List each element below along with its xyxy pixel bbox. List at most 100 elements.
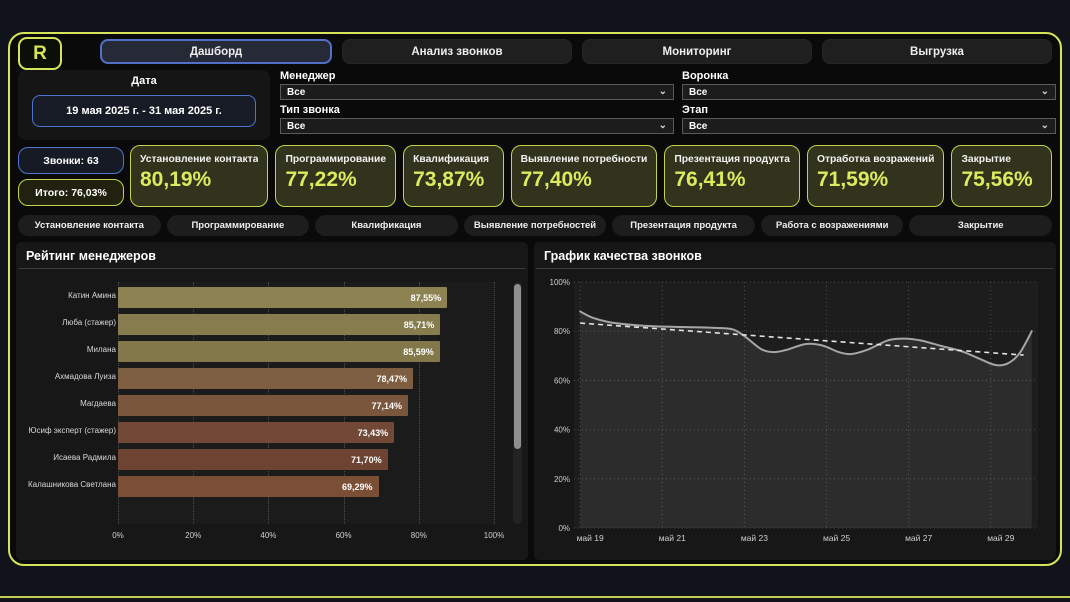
scrollbar-thumb[interactable] <box>514 284 521 449</box>
manager-rating-chart-panel: Рейтинг менеджеров 0% 20% 40% 60% 80% 100% Кат… <box>16 242 528 560</box>
manager-filter-label: Менеджер <box>280 70 336 82</box>
call-type-select-value: Все <box>287 120 306 132</box>
call-type-select[interactable]: Все ⌄ <box>280 118 674 134</box>
kpi-card-value: 76,41% <box>674 168 746 191</box>
bar-manager-0[interactable]: 87,55% <box>118 287 448 308</box>
stage-tabs-row: Установление контакта Программирование Ква… <box>18 215 1053 236</box>
kpi-card-1[interactable]: Программирование 77,22% <box>275 145 397 207</box>
kpi-card-value: 71,59% <box>816 168 889 191</box>
quality-area-fill <box>580 311 1032 528</box>
stage-tab-3[interactable]: Выявление потребностей <box>463 215 607 236</box>
manager-name: Катин Амина <box>68 291 116 300</box>
call-quality-line-chart: 0% 20% 40% 60% 80% 100% май 19 май 21 май 23 май … <box>550 278 1038 543</box>
x-axis-tick-label: 60% <box>335 531 352 540</box>
bar-value-label: 78,47% <box>376 373 408 384</box>
y-axis-tick-label: 100% <box>550 278 570 287</box>
bar-manager-3[interactable]: 78,47% <box>118 368 414 389</box>
calls-count-badge[interactable]: Звонки: 63 <box>18 147 124 174</box>
stage-tab-1[interactable]: Программирование <box>166 215 310 236</box>
calls-count-text: Звонки: 63 <box>43 154 99 167</box>
date-filter-card: Дата 19 мая 2025 г. - 31 мая 2025 г. <box>18 70 270 140</box>
bar-value-label: 71,70% <box>351 454 382 465</box>
chevron-down-icon: ⌄ <box>1040 86 1049 97</box>
kpi-card-label: Установление контакта <box>140 154 259 165</box>
nav-tab-3[interactable]: Выгрузка <box>822 39 1052 64</box>
y-axis-tick-label: 60% <box>554 376 570 385</box>
bar-manager-5[interactable]: 73,43% <box>118 422 395 443</box>
bar-manager-2[interactable]: 85,59% <box>118 341 440 362</box>
chevron-down-icon: ⌄ <box>658 86 667 97</box>
kpi-card-3[interactable]: Выявление потребности 77,40% <box>510 145 658 207</box>
manager-select-value: Все <box>287 86 306 98</box>
total-score-badge[interactable]: Итого: 76,03% <box>18 179 124 206</box>
stage-tab-2[interactable]: Квалификация <box>315 215 458 236</box>
manager-name: Люба (стажер) <box>62 318 116 327</box>
nav-tab-0[interactable]: Дашборд <box>100 39 332 64</box>
x-axis-tick-label: май 21 <box>659 533 686 543</box>
stage-tab-5[interactable]: Работа с возражениями <box>760 215 904 236</box>
bar-manager-1[interactable]: 85,71% <box>118 314 441 335</box>
y-axis-tick-label: 80% <box>554 327 570 336</box>
funnel-filter-label: Воронка <box>682 70 729 82</box>
bar-manager-7[interactable]: 69,29% <box>118 476 379 497</box>
kpi-card-value: 77,40% <box>520 168 592 191</box>
x-axis-tick-label: 0% <box>112 531 124 540</box>
kpi-cards-row: Установление контакта 80,19% Программирова… <box>130 145 1052 207</box>
kpi-card-value: 73,87% <box>413 168 485 191</box>
kpi-card-label: Презентация продукта <box>674 154 790 165</box>
stage-tab-0[interactable]: Установление контакта <box>18 215 161 236</box>
stage-tab-6[interactable]: Закрытие <box>909 215 1053 236</box>
y-axis-tick-label: 0% <box>558 524 570 533</box>
bar-manager-6[interactable]: 71,70% <box>118 449 388 470</box>
funnel-select[interactable]: Все ⌄ <box>682 84 1056 100</box>
bar-value-label: 85,71% <box>403 319 435 330</box>
stage-tab-4[interactable]: Презентация продукта <box>612 215 755 236</box>
nav-tab-2[interactable]: Мониторинг <box>582 39 812 64</box>
gridline <box>494 282 495 524</box>
quality-line <box>579 310 1033 367</box>
filters-middle: Менеджер Все ⌄ Тип звонка Все ⌄ <box>280 70 674 138</box>
kpi-card-label: Отработка возражений <box>816 154 935 165</box>
manager-name: Исаева Радмила <box>53 453 116 462</box>
bar-manager-4[interactable]: 77,14% <box>118 395 409 416</box>
manager-name: Юсиф эксперт (стажер) <box>28 426 116 435</box>
kpi-card-5[interactable]: Отработка возражений 71,59% <box>806 145 945 207</box>
x-axis-tick-label: май 23 <box>741 533 768 543</box>
kpi-card-label: Выявление потребности <box>520 154 648 165</box>
kpi-card-4[interactable]: Презентация продукта 76,41% <box>664 145 800 207</box>
call-type-filter-label: Тип звонка <box>280 104 340 116</box>
x-axis-tick-label: май 25 <box>823 533 850 543</box>
manager-name: Магдаева <box>80 399 116 408</box>
plot-background <box>574 282 1038 528</box>
scrollbar-track[interactable] <box>513 282 522 524</box>
divider <box>536 268 1054 269</box>
x-axis-tick-label: 80% <box>410 531 427 540</box>
manager-select[interactable]: Все ⌄ <box>280 84 674 100</box>
kpi-card-6[interactable]: Закрытие 75,56% <box>951 145 1052 207</box>
gridline <box>418 282 420 524</box>
bar-value-label: 73,43% <box>357 427 389 438</box>
date-range-button[interactable]: 19 мая 2025 г. - 31 мая 2025 г. <box>32 95 256 127</box>
nav-tab-1[interactable]: Анализ звонков <box>342 39 572 64</box>
chevron-down-icon: ⌄ <box>1040 120 1049 131</box>
bar-value-label: 69,29% <box>341 481 373 492</box>
kpi-card-label: Программирование <box>285 154 387 165</box>
y-axis-tick-label: 20% <box>554 475 570 484</box>
x-axis-tick-label: май 19 <box>577 533 604 543</box>
x-axis-tick-label: 40% <box>260 531 277 540</box>
stage-filter-label: Этап <box>682 104 708 116</box>
kpi-card-label: Закрытие <box>961 154 1011 165</box>
kpi-card-2[interactable]: Квалификация 73,87% <box>403 145 504 207</box>
bottom-accent-line <box>0 596 1070 598</box>
stage-select[interactable]: Все ⌄ <box>682 118 1056 134</box>
kpi-card-label: Квалификация <box>413 154 490 165</box>
call-quality-chart-panel: График качества звонков 0% 20% 40% 60% 80% 10… <box>534 242 1056 560</box>
x-axis-tick-label: 20% <box>185 531 202 540</box>
manager-name: Ахмадова Луиза <box>54 372 116 381</box>
stage-select-value: Все <box>689 120 708 132</box>
kpi-card-0[interactable]: Установление контакта 80,19% <box>130 145 269 207</box>
brand-logo-letter: R <box>33 42 47 64</box>
bar-value-label: 87,55% <box>410 292 442 303</box>
y-axis-tick-label: 40% <box>554 426 570 435</box>
